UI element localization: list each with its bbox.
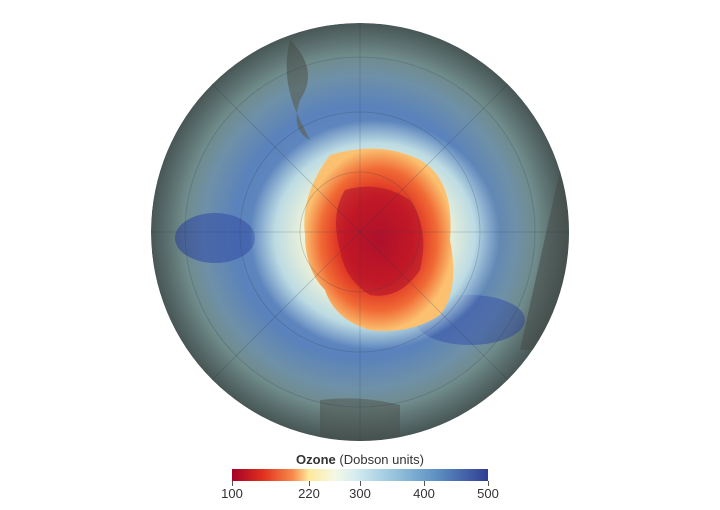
colorbar-tick bbox=[360, 481, 361, 486]
legend-title: Ozone (Dobson units) bbox=[296, 452, 424, 467]
colorbar-tick bbox=[424, 481, 425, 486]
colorbar-tick-label: 500 bbox=[477, 486, 499, 501]
colorbar-tick bbox=[232, 481, 233, 486]
colorbar-tick-label: 100 bbox=[221, 486, 243, 501]
colorbar-tick-label: 400 bbox=[413, 486, 435, 501]
colorbar-tick-label: 220 bbox=[298, 486, 320, 501]
ozone-globe-map bbox=[151, 23, 569, 441]
colorbar-tick-label: 300 bbox=[349, 486, 371, 501]
colorbar-tick bbox=[488, 481, 489, 486]
colorbar bbox=[232, 469, 488, 481]
colorbar-tick bbox=[309, 481, 310, 486]
